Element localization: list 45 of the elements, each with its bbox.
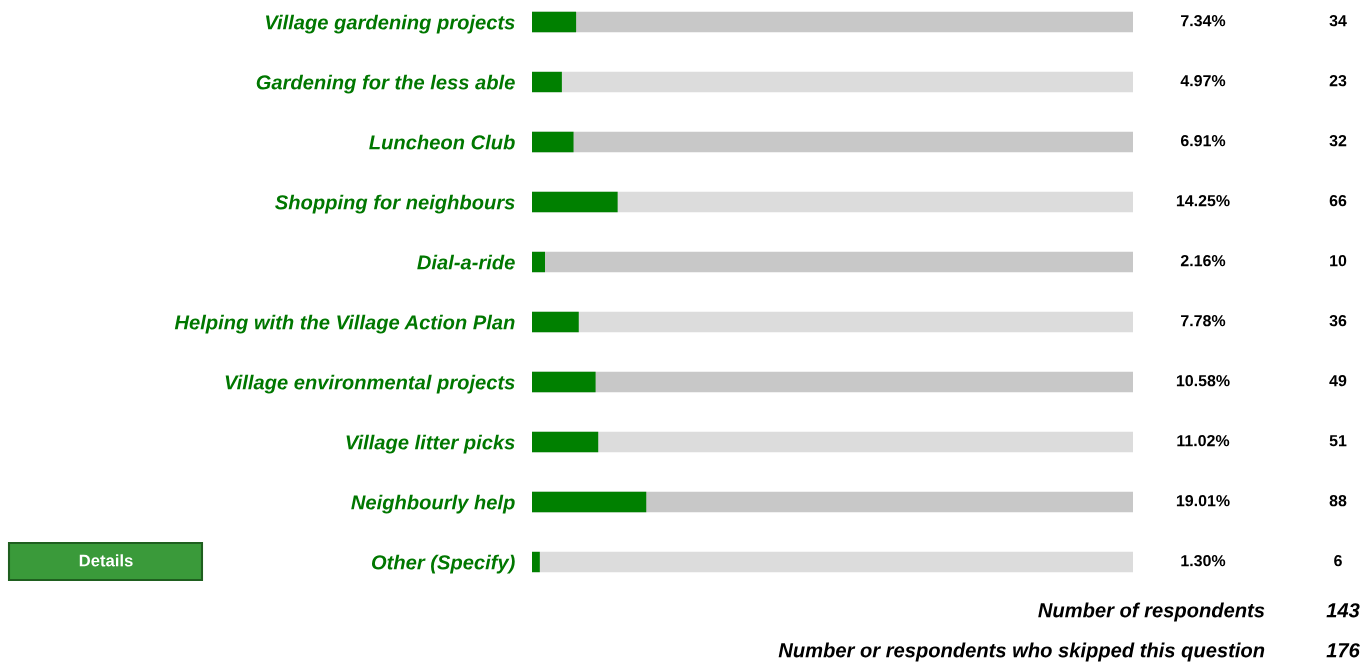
bar bbox=[532, 491, 647, 513]
data-label: 19.01% bbox=[1176, 494, 1230, 507]
data-label: 1.30% bbox=[1181, 554, 1226, 567]
text: 6 bbox=[1334, 554, 1342, 567]
text: 23 bbox=[1329, 74, 1347, 87]
bar bbox=[532, 11, 577, 33]
text: 34 bbox=[1329, 14, 1347, 27]
bar bbox=[532, 131, 574, 153]
text: 10 bbox=[1330, 254, 1347, 267]
bar bbox=[532, 71, 562, 93]
data-label: 6.91% bbox=[1180, 134, 1226, 147]
bar bbox=[532, 251, 545, 273]
data-label: 4.97% bbox=[1180, 74, 1226, 87]
text: Number or respondents who skipped this question bbox=[778, 642, 1265, 662]
y-tick-label: Village gardening projects bbox=[265, 14, 515, 34]
y-tick-label: Gardening for the less able bbox=[256, 74, 515, 94]
y-tick-label: Luncheon Club bbox=[369, 134, 515, 150]
bar bbox=[532, 371, 596, 393]
text: 32 bbox=[1329, 134, 1347, 147]
y-tick-label: Shopping for neighbours bbox=[275, 194, 515, 214]
text: Number of respondents bbox=[1038, 602, 1265, 622]
bar bbox=[532, 191, 618, 213]
data-label: 7.34% bbox=[1181, 14, 1226, 27]
text: 66 bbox=[1329, 194, 1347, 207]
y-tick-label: Neighbourly help bbox=[351, 494, 515, 514]
text: 36 bbox=[1329, 314, 1347, 327]
y-tick-label: Other (Specify) bbox=[371, 554, 515, 574]
y-tick-label: Village litter picks bbox=[346, 434, 515, 454]
text: 51 bbox=[1329, 435, 1347, 447]
bar bbox=[532, 551, 540, 573]
data-label: 14.25% bbox=[1176, 194, 1230, 207]
data-label: 11.02% bbox=[1177, 434, 1230, 447]
text: 49 bbox=[1329, 374, 1347, 387]
data-label: 10.58% bbox=[1176, 374, 1230, 387]
y-tick-label: Village environmental projects bbox=[225, 374, 515, 394]
text: 143 bbox=[1326, 603, 1360, 618]
text: 88 bbox=[1329, 494, 1347, 507]
data-label: 7.78% bbox=[1181, 314, 1226, 327]
y-tick-label: Helping with the Village Action Plan bbox=[174, 314, 515, 334]
y-tick-label: Dial-a-ride bbox=[417, 254, 515, 270]
bar bbox=[532, 431, 599, 453]
text: 176 bbox=[1326, 643, 1360, 658]
text: Details bbox=[79, 554, 133, 567]
bar bbox=[532, 311, 579, 333]
data-label: 2.16% bbox=[1180, 254, 1226, 267]
